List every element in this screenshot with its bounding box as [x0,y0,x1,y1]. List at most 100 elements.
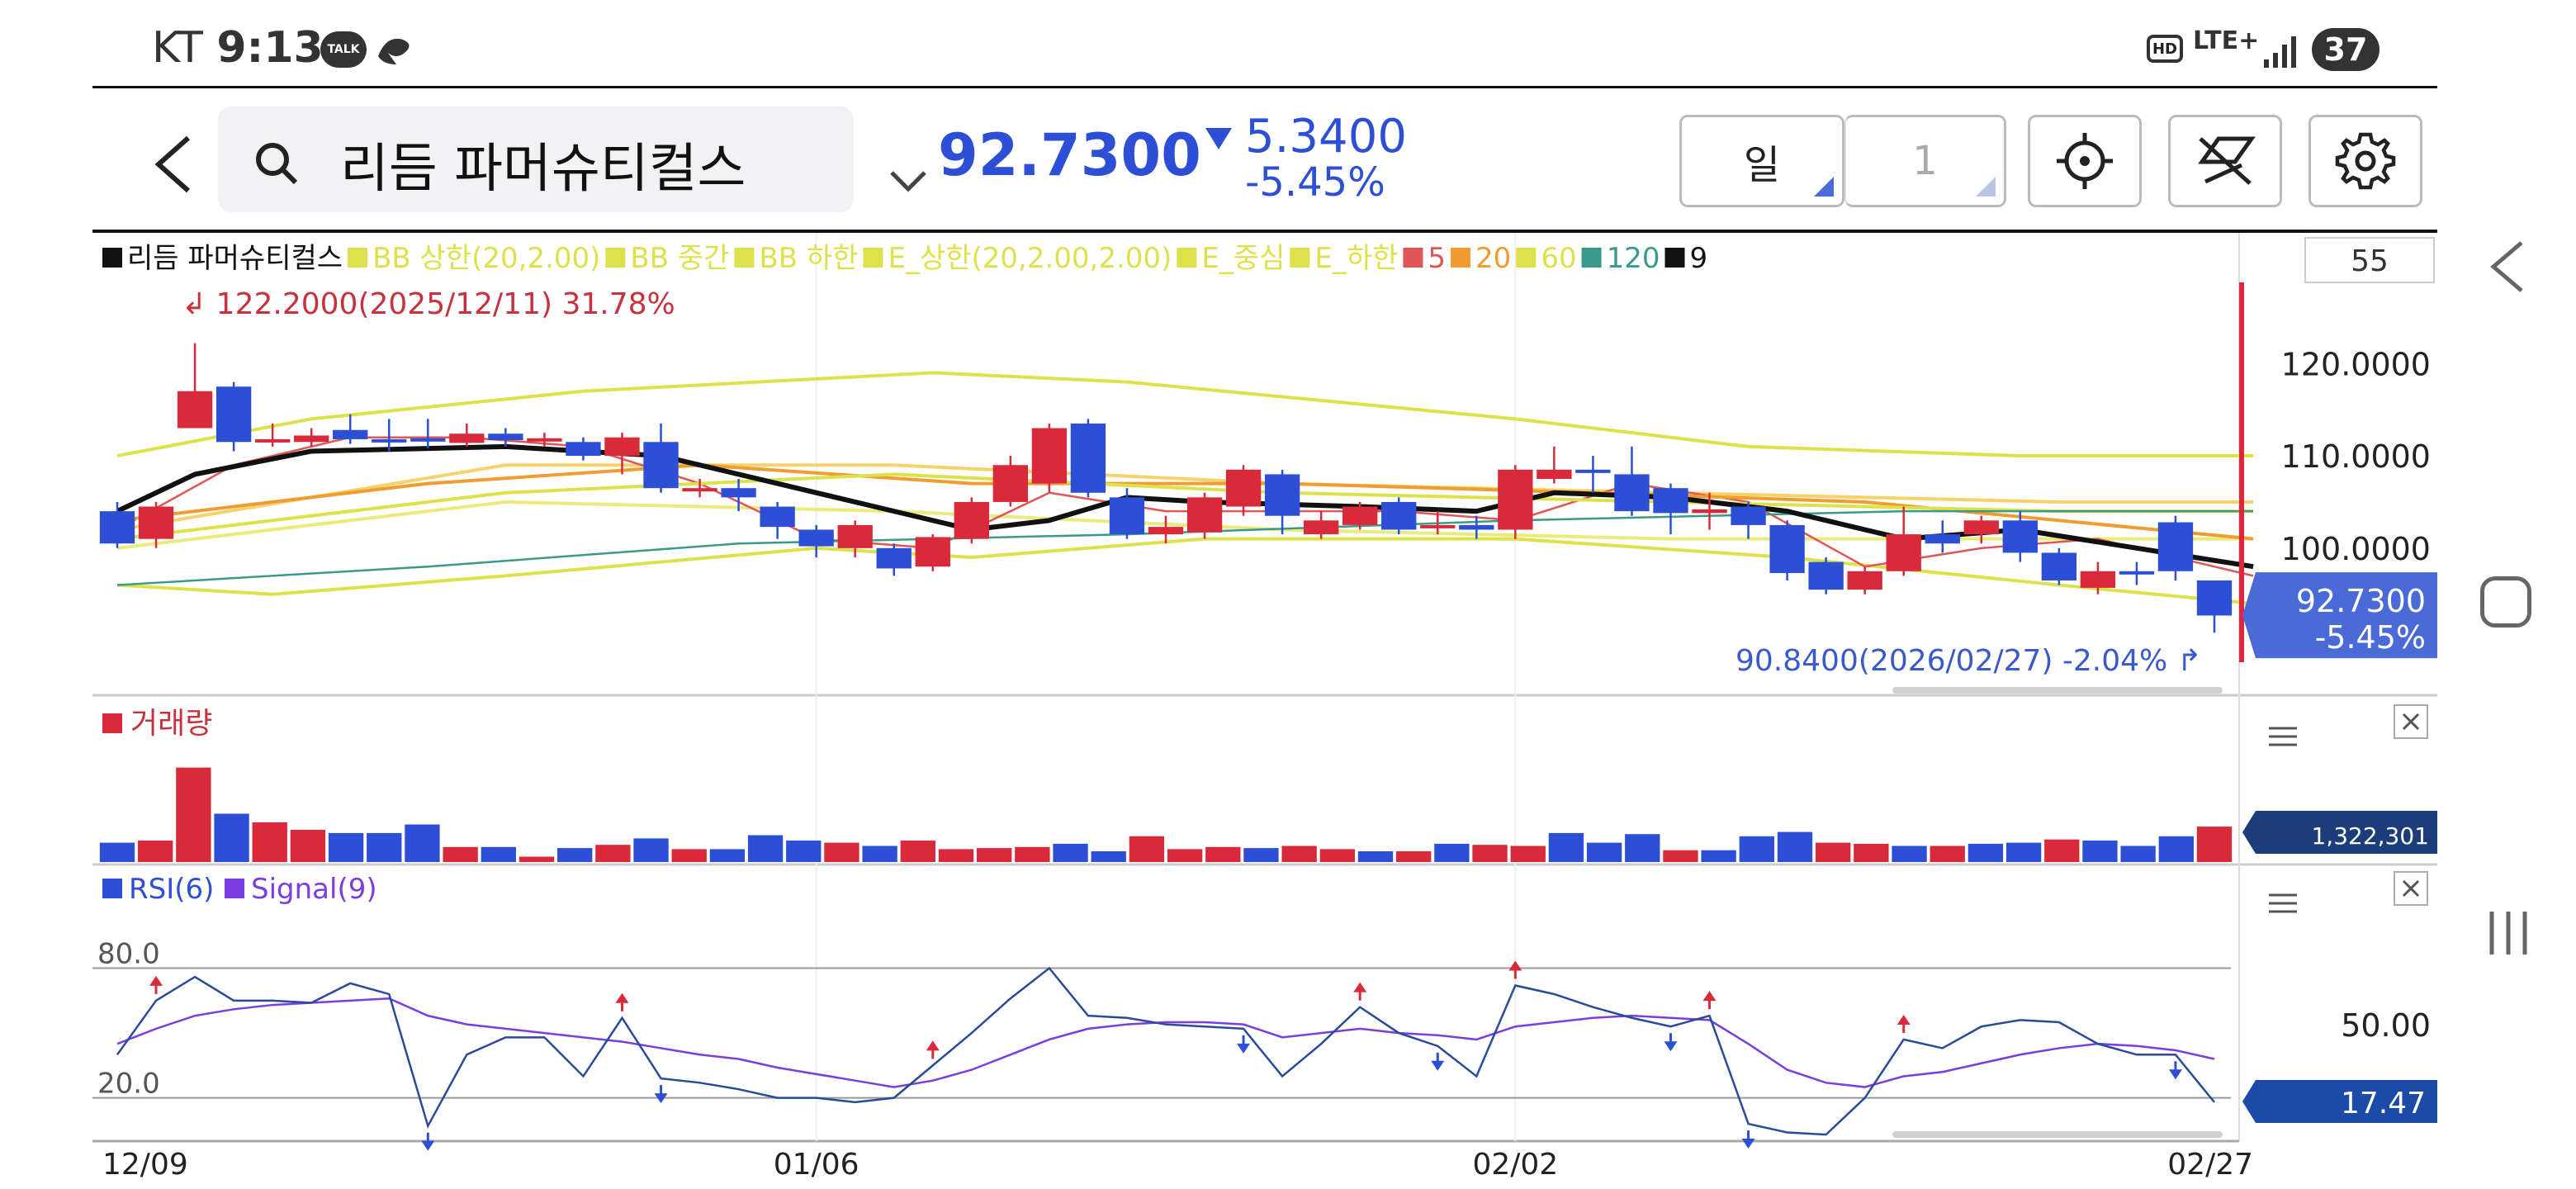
period-select-button[interactable]: 일 [1679,115,1844,207]
legend-swatch [1403,248,1423,268]
candle-body [837,524,873,548]
gear-icon [2335,132,2396,190]
candle-body [1575,469,1611,473]
candle-body [1070,423,1106,493]
stock-chart[interactable]: 리듬 파머슈티컬스 BB 상한(20,2.00) BB 중간 BB 하한 E_상한(20… [92,233,2437,1189]
volume-bar [367,832,402,862]
volume-bar [1205,846,1241,862]
volume-bar [1167,849,1203,862]
candle-body [294,435,329,443]
volume-bar [633,838,669,862]
crosshair-button[interactable] [2028,115,2142,207]
buy-signal-arrow [615,992,629,1003]
legend-swatch [1451,248,1471,268]
candle-body [177,391,213,429]
candle-body [604,437,640,457]
stock-search-box[interactable]: 리듬 파머슈티컬스 [218,107,926,212]
volume-bar [443,846,478,862]
candle-body [1537,469,1572,479]
candle-body [1498,469,1533,530]
volume-bar [2082,841,2118,862]
candle-body [721,488,756,498]
system-recent-apps-icon[interactable] [2485,907,2531,959]
close-icon [2402,713,2420,731]
candle-body [760,506,795,528]
price-change: 5.3400 [1245,110,1407,163]
indicator-line-ma120 [116,509,2254,586]
period-count-button[interactable]: 1 [1844,115,2006,207]
chart-settings-button[interactable] [2308,115,2422,207]
hd-voice-icon: HD [2147,35,2183,63]
volume-bar [2158,836,2194,862]
stock-header: 리듬 파머슈티컬스 92.7300 5.3400 -5.45% 일 1 [92,86,2437,228]
x-tick-label: 02/27 [2167,1148,2253,1182]
period-label: 일 [1743,142,1781,188]
volume-bar [786,841,822,862]
candle-body [1886,534,1921,571]
indicator-line-env-upper [116,463,2254,532]
candle-body [643,442,679,489]
price-change-percent: -5.45% [1245,159,1385,206]
candle-body [1459,524,1494,530]
legend-label: E_상한(20,2.00,2.00) [888,242,1172,275]
chevron-down-icon [890,171,926,192]
drawing-tools-button[interactable] [2168,115,2282,207]
status-carrier: KT 9:13 [152,23,324,73]
candle-body [1148,527,1184,535]
volume-bar [1319,849,1355,862]
buy-signal-arrow [1702,991,1717,1002]
candle-body [1303,520,1339,535]
system-home-button[interactable] [2480,576,2531,628]
current-price: 92.7300 [938,121,1201,189]
candle-body [1381,501,1417,530]
chart-area[interactable]: 리듬 파머슈티컬스 BB 상한(20,2.00) BB 중간 BB 하한 E_상한(20… [92,230,2437,1189]
candle-body [1769,524,1805,574]
legend-label: BB 하한 [759,242,858,275]
candle-body [682,488,717,492]
signal-legend-swatch [225,879,244,898]
volume-bar [1739,836,1774,862]
volume-value-tag [2242,811,2437,854]
volume-bar [1968,843,2004,862]
axis-top-value: 55 [2351,244,2389,278]
notification-swirl-icon [378,38,410,64]
volume-bar [1777,831,1813,862]
candle-body [1225,469,1262,507]
eraser-draw-icon [2198,136,2256,185]
current-price-tag-pct: -5.45% [2315,619,2426,656]
high-price-annotation: ↲ 122.2000(2025/12/11) 31.78% [182,287,675,321]
candle-body [138,506,174,539]
candle-body [1731,506,1766,525]
back-arrow-icon[interactable] [147,131,205,197]
legend-swatch [1516,248,1537,268]
x-tick-label: 01/06 [774,1148,859,1182]
volume-bar [1548,832,1584,862]
volume-bar [2120,846,2156,862]
candle-body [992,465,1029,502]
volume-bar [176,767,211,862]
volume-bar [709,849,746,862]
candle-body [566,442,601,457]
system-back-icon[interactable] [2485,238,2530,296]
candle-body [99,511,135,544]
volume-bar [328,832,364,862]
candle-body [410,438,446,442]
corner-triangle-icon [1976,177,1996,197]
candle-body [915,537,950,567]
status-bar: KT 9:13 TALK HD LTE+ 37 [0,0,2437,86]
candle-body [2157,522,2194,571]
volume-bar [862,846,897,862]
signal-line [116,997,2215,1088]
price-tick-label: 100.0000 [2281,531,2431,567]
rsi-title: RSI(6) [129,873,214,906]
volume-bar [290,830,326,862]
indicator-line-ma9 [116,443,2254,570]
sell-signal-arrow [421,1140,435,1151]
volume-bar [1816,842,1851,862]
legend-label: 5 [1428,242,1446,275]
candle-body [1692,509,1727,514]
battery-indicator: 37 [2312,28,2379,71]
corner-triangle-icon [1814,177,1834,197]
x-tick-label: 12/09 [102,1148,188,1182]
buy-signal-arrow [1508,960,1522,971]
